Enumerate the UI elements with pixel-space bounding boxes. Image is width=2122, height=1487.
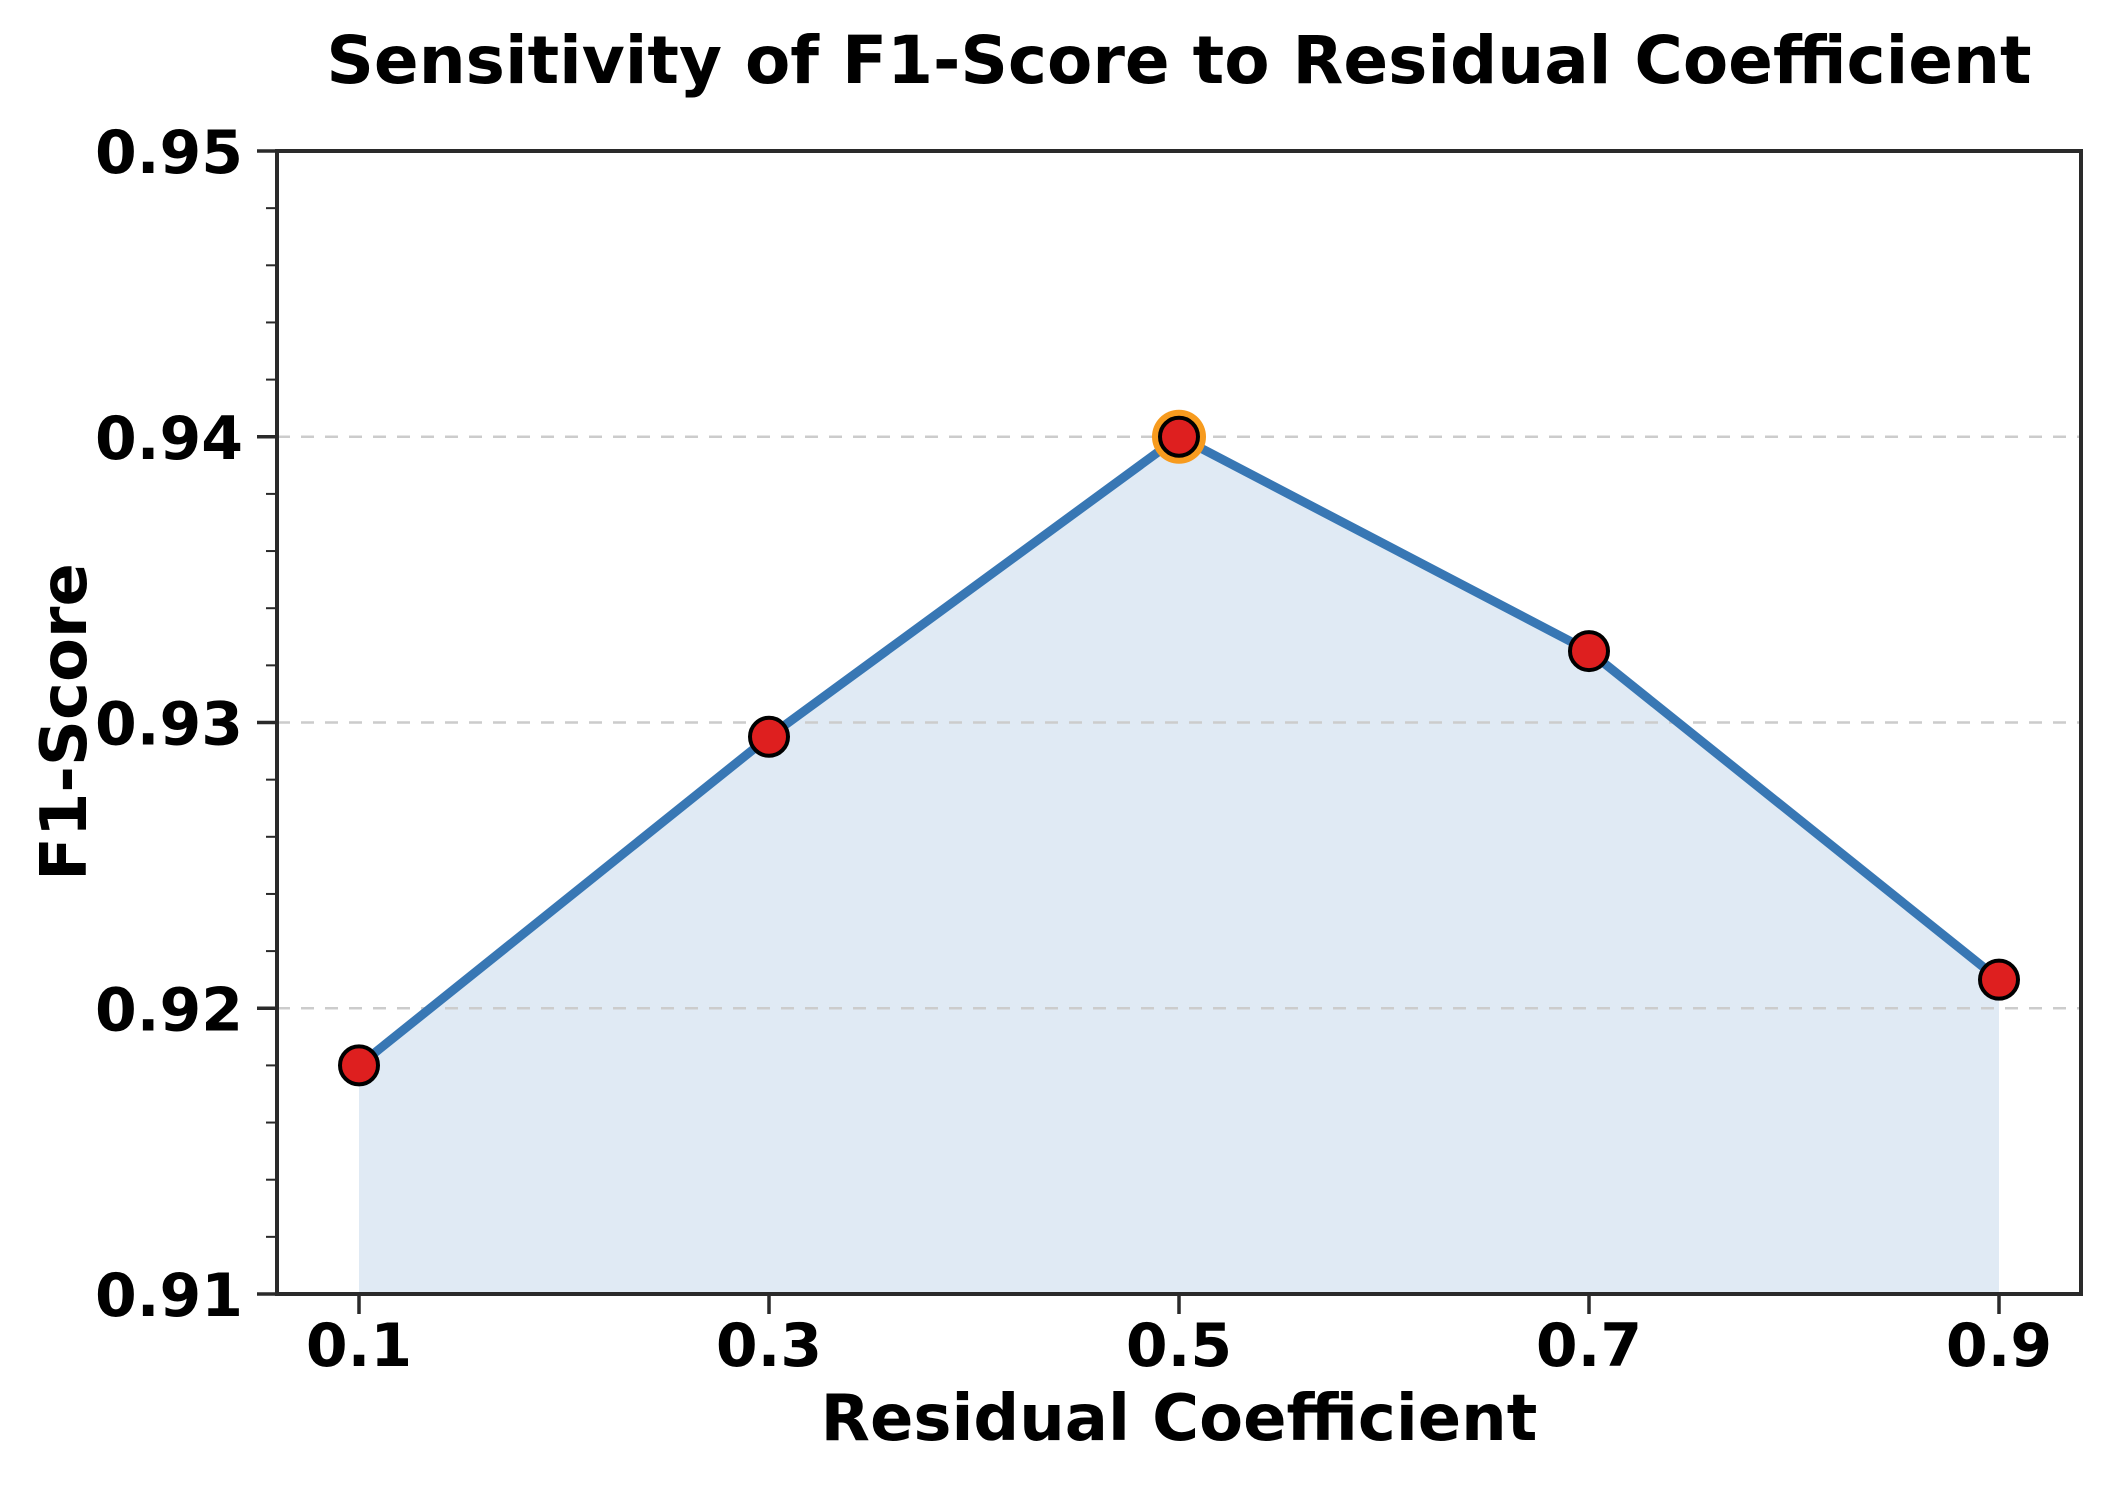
data-point-marker xyxy=(748,715,790,758)
y-tick-label: 0.95 xyxy=(95,118,243,188)
data-point-marker xyxy=(1978,958,2020,1001)
y-tick-label: 0.91 xyxy=(95,1261,243,1331)
y-tick-label: 0.93 xyxy=(95,690,243,760)
data-point-marker xyxy=(1568,630,1610,673)
x-tick-label: 0.1 xyxy=(306,1311,412,1381)
data-point-marker xyxy=(1158,415,1200,458)
chart-title: Sensitivity of F1-Score to Residual Coef… xyxy=(326,22,2032,99)
x-axis-label: Residual Coefficient xyxy=(820,1382,1538,1456)
y-tick-label: 0.92 xyxy=(95,975,243,1045)
x-tick-label: 0.9 xyxy=(1946,1311,2052,1381)
y-tick-label: 0.94 xyxy=(95,404,243,474)
data-point-marker xyxy=(338,1044,380,1087)
x-tick-label: 0.3 xyxy=(716,1311,822,1381)
x-tick-label: 0.5 xyxy=(1126,1311,1232,1381)
x-tick-label: 0.7 xyxy=(1536,1311,1642,1381)
y-axis-label: F1-Score xyxy=(28,563,102,881)
